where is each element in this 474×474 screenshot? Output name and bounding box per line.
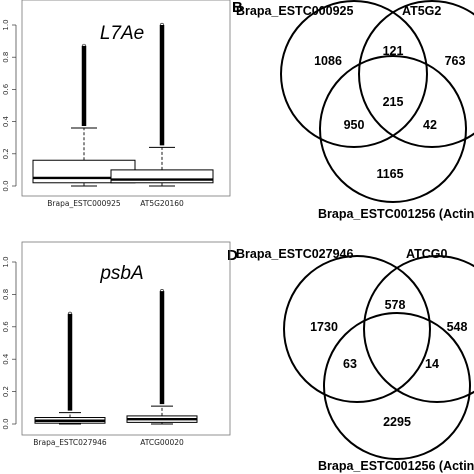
count-ac: 63	[343, 357, 357, 371]
boxplot-l7ae: L7Ae 0.0 0.2 0.4 0.6 0.8 1.0 Brapa_ESTC000925 A…	[2, 0, 231, 208]
gene-label: psbA	[99, 263, 143, 284]
y-tick-label: 0.8	[2, 52, 10, 63]
venn-diagram-bottom: Brapa_ESTC027946 ATCG0 Brapa_ESTC001256 …	[236, 247, 474, 473]
y-tick-label: 0.6	[2, 321, 10, 333]
category-label: Brapa_ESTC027946	[33, 438, 107, 447]
gene-label: L7Ae	[100, 23, 144, 44]
count-ab: 121	[383, 44, 404, 58]
y-tick-label: 0.0	[2, 418, 10, 429]
y-tick-label: 1.0	[2, 19, 10, 30]
set-label-c: Brapa_ESTC001256 (Actin	[318, 459, 474, 473]
y-tick-label: 0.2	[2, 148, 10, 159]
set-label-a: Brapa_ESTC027946	[236, 247, 353, 261]
venn-circle-a	[283, 255, 431, 403]
y-tick-label: 0.0	[2, 180, 10, 191]
category-label: ATCG00020	[140, 438, 184, 447]
y-tick-label: 0.4	[2, 115, 10, 127]
count-bc: 14	[425, 357, 439, 371]
venn-circle-b	[363, 255, 474, 403]
venn-circle-c	[323, 312, 471, 460]
plot-frame	[21, 0, 231, 197]
venn-circle-c	[319, 55, 467, 203]
outlier-max-point	[67, 311, 73, 316]
venn-circle-b	[358, 0, 474, 148]
count-b-only: 548	[447, 320, 468, 334]
count-c-only: 1165	[376, 167, 403, 181]
y-tick-label: 0.8	[2, 289, 10, 300]
count-ac: 950	[344, 118, 365, 132]
venn-diagram-top: Brapa_ESTC000925 AT5G2 Brapa_ESTC001256 …	[236, 0, 474, 221]
count-a-only: 1086	[314, 54, 342, 68]
y-tick-label: 0.6	[2, 83, 10, 95]
venn-circle-a	[280, 0, 428, 148]
count-ab: 578	[385, 298, 406, 312]
outlier-max-point	[159, 289, 165, 294]
count-c-only: 2295	[383, 415, 411, 429]
plot-frame	[21, 241, 231, 436]
count-abc: 215	[383, 95, 404, 109]
outlier-max-point	[81, 43, 87, 49]
set-label-b: AT5G2	[402, 4, 441, 18]
panel-label-b: B	[232, 0, 243, 16]
outlier-max-point	[159, 22, 165, 28]
panel-label-d: D	[227, 247, 238, 264]
y-tick-label: 0.2	[2, 386, 10, 397]
set-label-a: Brapa_ESTC000925	[236, 4, 353, 18]
count-bc: 42	[423, 118, 437, 132]
y-tick-label: 0.4	[2, 353, 10, 365]
boxplot-psba: psbA 0.0 0.2 0.4 0.6 0.8 1.0 Brapa_ESTC027946 A…	[2, 241, 231, 447]
y-tick-label: 1.0	[2, 256, 10, 267]
set-label-b: ATCG0	[406, 247, 447, 261]
category-label: AT5G20160	[140, 199, 184, 208]
category-label: Brapa_ESTC000925	[47, 199, 121, 208]
count-b-only: 763	[445, 54, 466, 68]
iqr-box	[110, 169, 214, 184]
set-label-c: Brapa_ESTC001256 (Actin	[318, 207, 474, 221]
count-a-only: 1730	[310, 320, 338, 334]
